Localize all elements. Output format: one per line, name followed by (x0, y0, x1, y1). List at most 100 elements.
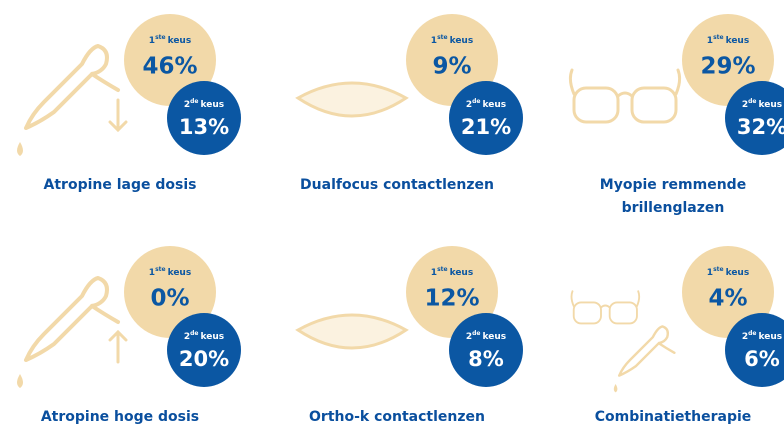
first-choice-value: 4% (708, 286, 747, 312)
choice-tag: 1ste keus (149, 34, 191, 46)
second-choice-circle (449, 81, 523, 155)
choice-num: 2 (184, 332, 190, 342)
second-choice-value: 8% (468, 347, 504, 371)
choice-word: keus (168, 36, 192, 46)
second-choice-circle (449, 313, 523, 387)
drop (613, 384, 618, 393)
second-choice-value: 21% (461, 115, 511, 139)
choice-tag: 1ste keus (707, 34, 749, 46)
choice-word: keus (450, 36, 474, 46)
item-label: Atropine hoge dosis (41, 409, 199, 425)
lens-left (572, 301, 602, 325)
choice-word: keus (201, 100, 225, 110)
second-choice-value: 6% (744, 347, 780, 371)
dropper-body (24, 44, 120, 130)
second-choice-value: 32% (737, 115, 784, 139)
arrow (108, 98, 128, 133)
second-choice-circle (725, 313, 784, 387)
choice-num: 1 (707, 268, 713, 278)
lens-right (608, 301, 638, 325)
choice-tag: 1ste keus (149, 266, 191, 278)
second-choice-circle (167, 81, 241, 155)
choice-word: keus (759, 100, 783, 110)
second-choice-value: 20% (179, 347, 229, 371)
choice-suffix: ste (437, 266, 448, 273)
choice-word: keus (483, 332, 507, 342)
choice-word: keus (483, 100, 507, 110)
glasses-icon (570, 290, 641, 325)
choice-tag: 1ste keus (431, 266, 473, 278)
choice-num: 1 (149, 36, 155, 46)
arrow (108, 329, 128, 364)
first-choice-value: 29% (700, 54, 755, 80)
choice-suffix: de (190, 98, 198, 105)
choice-tag: 2de keus (466, 98, 506, 110)
choice-suffix: ste (437, 34, 448, 41)
item-label: Myopie remmende (600, 177, 746, 193)
choice-suffix: ste (713, 34, 724, 41)
choice-num: 2 (466, 332, 472, 342)
choice-num: 1 (149, 268, 155, 278)
item-label: Dualfocus contactlenzen (300, 177, 494, 193)
first-choice-value: 9% (432, 54, 471, 80)
second-choice-circle (167, 313, 241, 387)
choice-num: 1 (431, 268, 437, 278)
dropper-body (24, 276, 120, 362)
item-label: Combinatietherapie (595, 409, 752, 425)
choice-tag: 2de keus (184, 98, 224, 110)
item-label: Ortho-k contactlenzen (309, 409, 485, 425)
item-label: Atropine lage dosis (44, 177, 197, 193)
choice-num: 2 (742, 332, 748, 342)
first-choice-value: 0% (150, 286, 189, 312)
choice-suffix: de (472, 330, 480, 337)
dropper-icon (17, 276, 120, 388)
choice-suffix: de (748, 330, 756, 337)
choice-word: keus (726, 268, 750, 278)
second-choice-circle (725, 81, 784, 155)
drop (17, 142, 23, 156)
second-choice-value: 13% (179, 115, 229, 139)
choice-word: keus (201, 332, 225, 342)
choice-suffix: ste (713, 266, 724, 273)
choice-tag: 2de keus (742, 98, 782, 110)
dropper-icon (17, 44, 120, 156)
choice-suffix: ste (155, 266, 166, 273)
choice-tag: 1ste keus (707, 266, 749, 278)
choice-tag: 1ste keus (431, 34, 473, 46)
choice-suffix: de (472, 98, 480, 105)
choice-word: keus (726, 36, 750, 46)
choice-num: 1 (431, 36, 437, 46)
frame (570, 290, 641, 309)
lens-right (630, 86, 678, 124)
drop (17, 374, 23, 388)
choice-num: 2 (742, 100, 748, 110)
dropper-icon (613, 325, 676, 393)
contact-lens (295, 81, 409, 118)
choice-tag: 2de keus (184, 330, 224, 342)
choice-suffix: de (190, 330, 198, 337)
choice-suffix: de (748, 98, 756, 105)
item-label: brillenglazen (622, 200, 725, 216)
dropper-body (618, 325, 676, 377)
contact-lens (295, 313, 409, 350)
choice-word: keus (759, 332, 783, 342)
choice-num: 2 (184, 100, 190, 110)
choice-num: 1 (707, 36, 713, 46)
first-choice-value: 46% (142, 54, 197, 80)
lens-left (572, 86, 620, 124)
choice-word: keus (450, 268, 474, 278)
choice-word: keus (168, 268, 192, 278)
choice-suffix: ste (155, 34, 166, 41)
choice-num: 2 (466, 100, 472, 110)
choice-tag: 2de keus (466, 330, 506, 342)
glasses-icon (568, 68, 682, 124)
frame (568, 68, 682, 98)
first-choice-value: 12% (424, 286, 479, 312)
